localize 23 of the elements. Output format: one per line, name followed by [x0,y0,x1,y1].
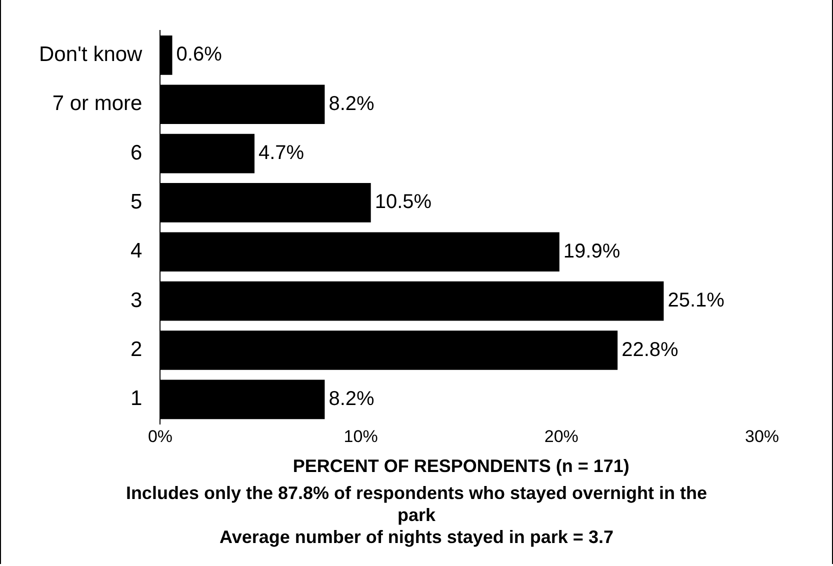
y-tick-label: 4 [130,240,143,263]
y-tick-label: 7 or more [52,92,142,116]
x-axis-title: PERCENT OF RESPONDENTS (n = 171) [292,456,630,476]
y-tick-label: 3 [130,288,142,312]
data-label: 4.7% [258,142,304,164]
data-label: 22.8% [622,338,678,361]
data-label: 19.9% [563,240,620,262]
data-label: 8.2% [328,92,375,115]
y-tick-label: Don't know [38,42,144,66]
text: Average number of nights stayed in park = 3.7 [218,526,614,548]
data-label: 8.2% [328,388,375,410]
y-tick-label: 6 [130,141,142,164]
y-tick-label: 2 [130,338,142,362]
text: Includes only the 87.8% of respondents who stayed overnight in the park [124,482,708,526]
x-tick-label: 20% [544,426,578,446]
x-tick-label: 10% [344,426,378,446]
x-tick-label: 0% [148,426,173,446]
data-label: 0.6% [176,44,222,66]
y-tick-label: 1 [130,387,142,410]
x-tick-label: 30% [744,426,780,446]
data-label: 10.5% [374,191,432,214]
data-label: 25.1% [668,290,725,312]
y-tick-label: 5 [130,190,142,214]
